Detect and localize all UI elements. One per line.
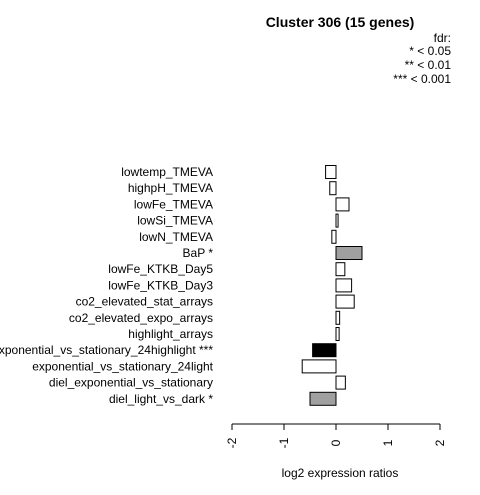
x-tick-label: 1 — [381, 439, 395, 446]
bar — [331, 229, 337, 244]
bar — [325, 165, 337, 179]
category-label: lowtemp_TMEVA — [121, 165, 213, 179]
category-label: co2_elevated_expo_arrays — [69, 311, 213, 325]
category-label: BaP * — [183, 246, 214, 260]
bar — [309, 391, 337, 406]
bar — [335, 375, 346, 390]
category-label: lowN_TMEVA — [139, 230, 213, 244]
category-label: highlight_arrays — [128, 327, 213, 341]
bar — [335, 246, 363, 260]
x-tick-label: -1 — [277, 437, 291, 448]
category-label: exponential_vs_stationary_24highlight **… — [0, 343, 213, 357]
bar — [335, 278, 353, 293]
category-label: exponential_vs_stationary_24light — [32, 359, 213, 373]
bar — [329, 181, 337, 196]
bar — [312, 343, 337, 358]
category-label: diel_light_vs_dark * — [109, 392, 213, 406]
x-axis-label: log2 expression ratios — [282, 466, 399, 480]
legend: fdr: * < 0.05 ** < 0.01 *** < 0.001 — [393, 31, 451, 86]
bar — [335, 294, 355, 309]
category-label: lowSi_TMEVA — [137, 214, 213, 228]
category-label: lowFe_KTKB_Day5 — [108, 262, 213, 276]
legend-entry-1: * < 0.05 — [409, 44, 451, 58]
chart-title: Cluster 306 (15 genes) — [266, 14, 415, 30]
bar — [301, 359, 337, 374]
category-label: lowFe_TMEVA — [134, 197, 213, 211]
x-tick-label: -2 — [225, 437, 239, 448]
x-tick-label: 0 — [329, 439, 343, 446]
bar — [335, 197, 350, 212]
category-label: diel_exponential_vs_stationary — [49, 376, 213, 390]
bar — [335, 262, 346, 277]
category-label: lowFe_KTKB_Day3 — [108, 278, 213, 292]
bar — [335, 310, 341, 325]
bars — [301, 165, 363, 406]
legend-entry-3: *** < 0.001 — [393, 72, 451, 86]
category-labels: lowtemp_TMEVA highpH_TMEVA lowFe_TMEVA lowS… — [0, 165, 214, 406]
bar — [335, 327, 340, 341]
x-axis: -2 -1 0 1 2 — [225, 423, 447, 448]
x-tick-label: 2 — [433, 439, 447, 446]
bar — [335, 213, 339, 228]
category-label: co2_elevated_stat_arrays — [76, 295, 213, 309]
category-label: highpH_TMEVA — [128, 181, 213, 195]
legend-entry-2: ** < 0.01 — [405, 58, 452, 72]
legend-title: fdr: — [434, 31, 451, 45]
